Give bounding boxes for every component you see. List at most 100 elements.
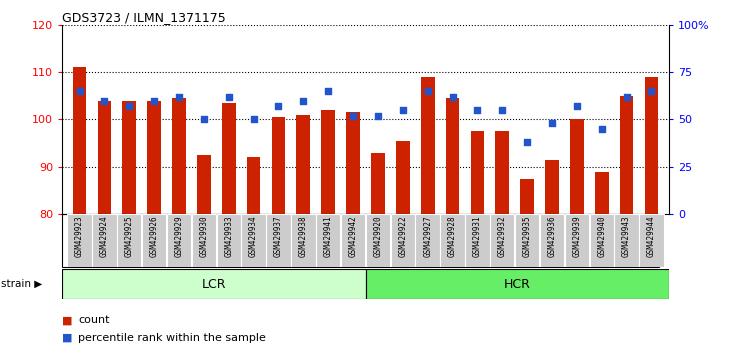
Text: GSM429936: GSM429936	[548, 216, 556, 257]
Bar	[570, 119, 583, 214]
Text: count: count	[78, 315, 110, 325]
Point	[99, 98, 110, 103]
Point	[372, 113, 384, 119]
Point	[621, 94, 632, 99]
Bar	[520, 179, 534, 214]
Bar	[192, 214, 216, 267]
Point	[298, 98, 309, 103]
Text: GSM429930: GSM429930	[200, 216, 208, 257]
Text: GSM429933: GSM429933	[224, 216, 233, 257]
Bar	[440, 214, 465, 267]
Bar	[465, 214, 490, 267]
Bar	[595, 172, 609, 214]
Text: GSM429923: GSM429923	[75, 216, 84, 257]
Bar	[272, 117, 285, 214]
Bar	[366, 214, 390, 267]
Point	[571, 103, 583, 109]
Bar	[291, 214, 316, 267]
Bar	[222, 103, 235, 214]
Text: GSM429938: GSM429938	[299, 216, 308, 257]
Text: strain ▶: strain ▶	[1, 279, 42, 289]
Text: percentile rank within the sample: percentile rank within the sample	[78, 333, 266, 343]
Point	[124, 103, 135, 109]
Point	[422, 88, 433, 94]
Bar	[67, 214, 91, 267]
Bar	[142, 214, 167, 267]
Text: GSM429920: GSM429920	[374, 216, 382, 257]
Bar	[167, 214, 192, 267]
Bar	[216, 214, 241, 267]
Text: GSM429924: GSM429924	[100, 216, 109, 257]
Point	[347, 113, 359, 119]
Point	[596, 126, 607, 132]
Text: GSM429937: GSM429937	[274, 216, 283, 257]
Point	[223, 94, 235, 99]
Point	[397, 107, 409, 113]
Text: GSM429940: GSM429940	[597, 216, 606, 257]
Text: GSM429944: GSM429944	[647, 216, 656, 257]
Bar	[490, 214, 515, 267]
Bar	[346, 112, 360, 214]
Text: GSM429935: GSM429935	[523, 216, 531, 257]
Bar	[341, 214, 366, 267]
Point	[471, 107, 483, 113]
Bar	[496, 131, 509, 214]
Bar	[645, 77, 659, 214]
Bar	[515, 214, 539, 267]
Bar	[396, 141, 409, 214]
Text: GSM429942: GSM429942	[349, 216, 357, 257]
Text: GSM429932: GSM429932	[498, 216, 507, 257]
Point	[447, 94, 458, 99]
Text: HCR: HCR	[504, 278, 531, 291]
Bar	[371, 153, 385, 214]
Text: LCR: LCR	[202, 278, 226, 291]
Point	[273, 103, 284, 109]
Point	[148, 98, 160, 103]
Point	[496, 107, 508, 113]
Text: GSM429927: GSM429927	[423, 216, 432, 257]
Text: GDS3723 / ILMN_1371175: GDS3723 / ILMN_1371175	[62, 11, 226, 24]
Bar	[564, 214, 589, 267]
Text: GSM429931: GSM429931	[473, 216, 482, 257]
Point	[198, 116, 210, 122]
Text: GSM429943: GSM429943	[622, 216, 631, 257]
Text: GSM429934: GSM429934	[249, 216, 258, 257]
Text: GSM429939: GSM429939	[572, 216, 581, 257]
Text: GSM429941: GSM429941	[324, 216, 333, 257]
Bar	[148, 101, 161, 214]
Bar	[297, 115, 310, 214]
Bar	[92, 214, 116, 267]
Bar	[247, 157, 260, 214]
Text: GSM429922: GSM429922	[398, 216, 407, 257]
Bar	[545, 160, 558, 214]
Point	[248, 116, 260, 122]
Text: GSM429928: GSM429928	[448, 216, 457, 257]
Bar	[615, 214, 639, 267]
Bar	[471, 131, 484, 214]
Bar	[72, 67, 86, 214]
Bar	[97, 101, 111, 214]
Text: GSM429929: GSM429929	[175, 216, 183, 257]
Bar	[316, 214, 341, 267]
Bar	[640, 214, 664, 267]
Point	[645, 88, 657, 94]
Point	[521, 139, 533, 145]
Bar	[539, 214, 564, 267]
Bar	[421, 77, 434, 214]
Point	[322, 88, 334, 94]
Point	[546, 120, 558, 126]
Bar	[62, 269, 366, 299]
Bar	[589, 214, 614, 267]
Bar	[266, 214, 291, 267]
Point	[173, 94, 185, 99]
Bar	[446, 98, 459, 214]
Bar	[390, 214, 415, 267]
Text: ■: ■	[62, 315, 72, 325]
Text: ■: ■	[62, 333, 72, 343]
Point	[74, 88, 86, 94]
Bar	[241, 214, 266, 267]
Text: GSM429925: GSM429925	[125, 216, 134, 257]
Bar	[415, 214, 440, 267]
Text: GSM429926: GSM429926	[150, 216, 159, 257]
Bar	[173, 98, 186, 214]
